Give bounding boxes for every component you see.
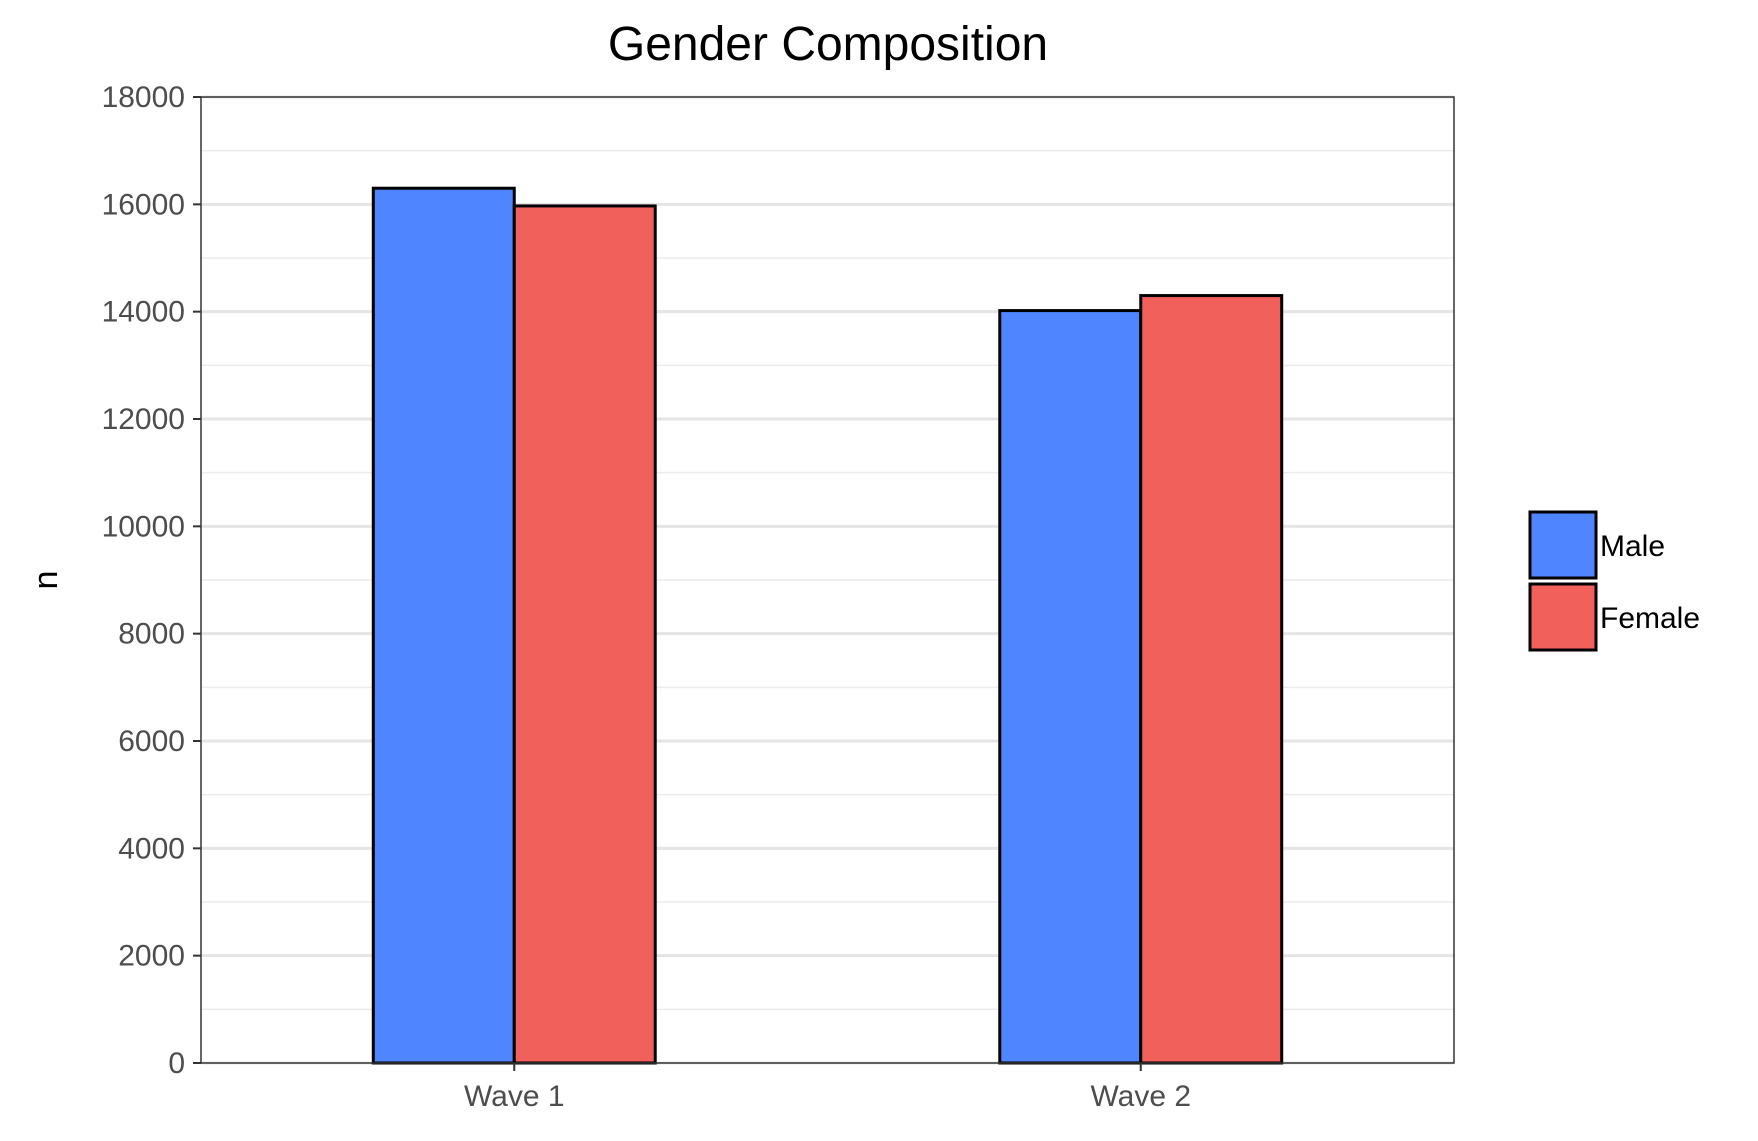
y-tick-label: 14000 [102,296,185,329]
x-tick-label: Wave 1 [464,1080,565,1113]
y-tick-label: 8000 [118,618,185,651]
bar-female-wave-2 [1139,294,1284,1065]
bar-male-wave-1 [371,186,516,1065]
chart-title: Gender Composition [608,18,1048,71]
y-tick-label: 4000 [118,832,185,865]
y-tick-label: 12000 [102,403,185,436]
bars [371,186,1284,1065]
y-tick-label: 2000 [118,940,185,973]
legend-key-female [1528,582,1598,652]
x-tick-label: Wave 2 [1090,1080,1191,1113]
bar-male-wave-2 [998,309,1143,1065]
y-tick-label: 6000 [118,725,185,758]
y-tick-label: 10000 [102,510,185,543]
legend-label-male: Male [1600,530,1665,563]
y-tick-label: 16000 [102,188,185,221]
bar-female-wave-1 [512,204,657,1065]
axes: 0 2000 4000 6000 8000 10000 12000 14000 16000 180… [102,81,1191,1113]
legend-key-male [1528,510,1598,580]
y-axis-title: n [27,571,65,590]
y-tick-label: 0 [168,1047,185,1080]
y-tick-label: 18000 [102,81,185,114]
plot-panel-border [200,96,1455,1064]
legend-label-female: Female [1600,602,1700,635]
legend: Male Female [1528,510,1700,652]
